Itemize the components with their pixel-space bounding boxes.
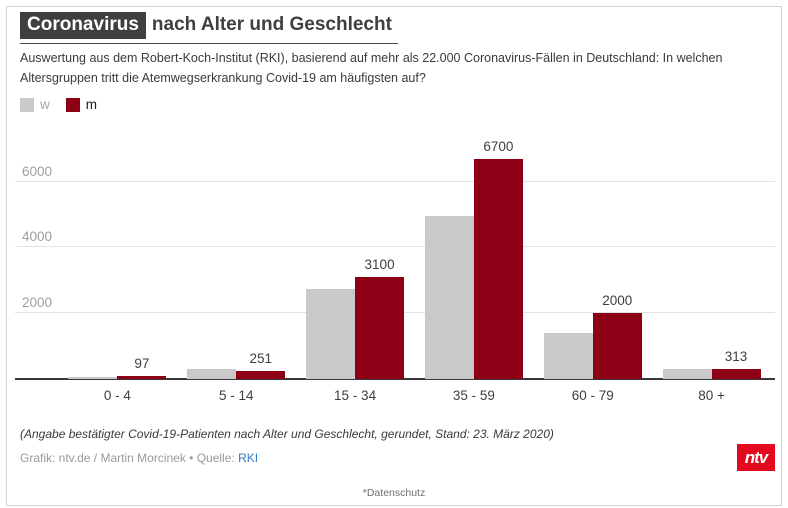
bar-group-5: 313: [652, 140, 771, 379]
bars-row: 97 251 3100 6700 2000 313: [58, 139, 771, 379]
y-tick-label-4000: 4000: [22, 229, 53, 245]
bar-value-label-5: 313: [724, 348, 748, 364]
bar-w-1: [187, 369, 237, 379]
data-note: (Angabe bestätigter Covid-19-Patienten n…: [20, 427, 554, 441]
chart-description: Auswertung aus dem Robert-Koch-Institut …: [20, 51, 723, 85]
bar-m-3: 6700: [473, 139, 523, 379]
page-title: Coronavirus nach Alter und Geschlecht: [20, 12, 398, 44]
chart-legend: w m: [20, 97, 97, 112]
y-tick-label-2000: 2000: [22, 295, 53, 311]
bar-group-2: 3100: [296, 140, 415, 379]
bar-group-3: 6700: [414, 139, 533, 379]
source-link-rki[interactable]: RKI: [238, 451, 259, 465]
bar-value-label-1: 251: [249, 350, 272, 366]
legend-label-m: m: [85, 97, 97, 112]
credits-text: Grafik: ntv.de / Martin Morcinek • Quell…: [20, 451, 239, 465]
bar-m-1: 251: [236, 351, 286, 379]
x-axis-label-5: 80 +: [698, 388, 725, 403]
bar-w-5: [662, 369, 712, 379]
title-badge: Coronavirus: [20, 12, 146, 39]
gridline-4000: [15, 246, 775, 248]
bar-m-5: 313: [711, 349, 761, 379]
bar-chart: 2000 4000 6000 97 251 3100 6700 2000 313: [15, 139, 775, 380]
credits: Grafik: ntv.de / Martin Morcinek • Quell…: [20, 451, 258, 465]
legend-label-w: w: [40, 97, 50, 112]
x-axis-label-4: 60 - 79: [571, 388, 614, 403]
bar-value-label-3: 6700: [483, 138, 514, 154]
bar-m-4: 2000: [592, 293, 642, 379]
privacy-link[interactable]: *Datenschutz: [362, 487, 426, 499]
legend-swatch-m: [65, 97, 80, 112]
bar-w-2: [306, 288, 356, 379]
x-axis-label-1: 5 - 14: [218, 388, 254, 403]
bar-group-1: 251: [177, 140, 296, 379]
x-axis-labels: 0 - 4 5 - 14 15 - 34 35 - 59 60 - 79 80 +: [58, 388, 771, 403]
legend-swatch-w: [20, 97, 34, 112]
x-axis-label-0: 0 - 4: [103, 388, 131, 403]
graphic-frame: Coronavirus nach Alter und Geschlecht Aus…: [6, 6, 782, 506]
ntv-logo: ntv: [737, 444, 775, 471]
bar-value-label-4: 2000: [602, 293, 633, 309]
bar-value-label-2: 3100: [364, 257, 395, 273]
x-axis-label-2: 15 - 34: [334, 388, 377, 403]
x-axis-label-3: 35 - 59: [452, 388, 495, 403]
y-tick-label-6000: 6000: [22, 163, 53, 179]
bar-group-4: 2000: [533, 140, 652, 379]
bar-w-4: [543, 332, 593, 379]
x-axis-line: [15, 378, 775, 380]
title-rest: nach Alter und Geschlecht: [151, 14, 392, 35]
bar-m-0: 97: [117, 356, 167, 379]
bar-m-2: 3100: [355, 257, 405, 379]
bar-value-label-0: 97: [134, 355, 150, 371]
bar-w-0: [68, 377, 118, 379]
gridline-6000: [15, 180, 775, 182]
bar-group-0: 97: [58, 140, 177, 379]
bar-w-3: [424, 216, 474, 379]
